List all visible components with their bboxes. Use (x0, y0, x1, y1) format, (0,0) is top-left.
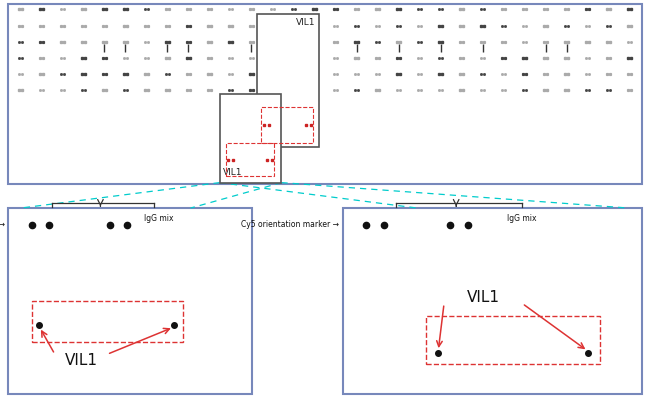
Bar (8, 4, 642, 184)
Bar (261, 107, 313, 143)
Bar (343, 208, 642, 394)
Text: IgG mix: IgG mix (144, 214, 174, 223)
Text: VIL1: VIL1 (64, 353, 98, 368)
Bar (257, 14, 318, 147)
Text: VIL1: VIL1 (223, 168, 242, 177)
Bar (426, 316, 600, 364)
Text: IgG mix: IgG mix (507, 214, 536, 223)
Text: VIL1: VIL1 (467, 290, 500, 305)
Text: Cy5 orientation marker →: Cy5 orientation marker → (0, 220, 5, 229)
Bar (8, 208, 252, 394)
Bar (226, 143, 274, 176)
Text: VIL1: VIL1 (296, 18, 315, 27)
Bar (32, 301, 183, 342)
Bar (220, 94, 281, 183)
Text: Cy5 orientation marker →: Cy5 orientation marker → (241, 220, 339, 229)
